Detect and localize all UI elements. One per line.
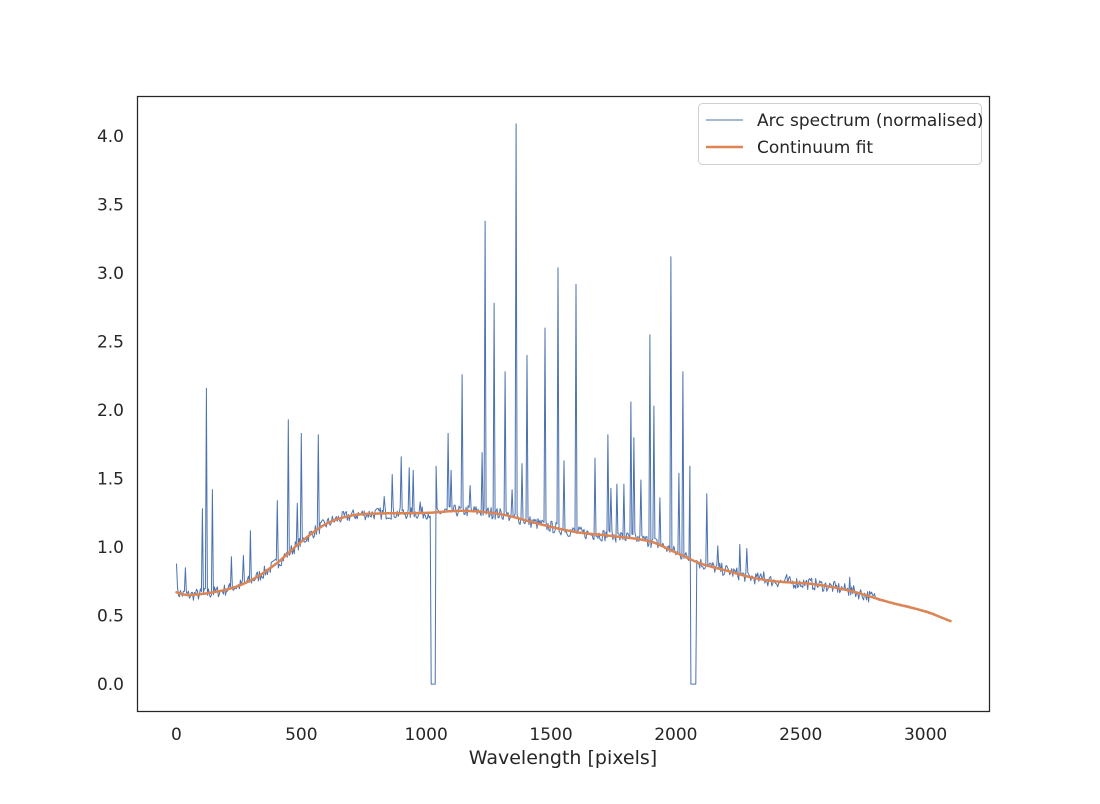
- y-tick-labels: 0.0 0.5 1.0 1.5 2.0 2.5 3.0 3.5 4.0: [97, 127, 124, 695]
- y-tick-label: 3.0: [97, 264, 124, 284]
- x-tick-label: 0: [171, 725, 182, 745]
- y-tick-label: 4.0: [97, 127, 124, 147]
- legend: Arc spectrum (normalised) Continuum fit: [698, 103, 984, 165]
- y-tick-label: 1.0: [97, 538, 124, 558]
- y-tick-label: 0.0: [97, 675, 124, 695]
- axes-frame: [136, 95, 991, 713]
- x-tick-label: 3000: [904, 725, 947, 745]
- y-tick-label: 1.5: [97, 470, 124, 490]
- plot-area: [175, 123, 952, 685]
- x-tick-label: 1500: [529, 725, 572, 745]
- arc-spectrum-line: [176, 123, 951, 685]
- legend-label-continuum-fit: Continuum fit: [757, 138, 873, 158]
- y-tick-label: 2.5: [97, 333, 124, 353]
- y-tick-label: 3.5: [97, 196, 124, 216]
- x-tick-label: 2000: [654, 725, 697, 745]
- x-tick-labels: 0 500 1000 1500 2000 2500 3000: [171, 725, 947, 745]
- legend-label-arc-spectrum: Arc spectrum (normalised): [757, 111, 984, 131]
- y-tick-label: 0.5: [97, 607, 124, 627]
- continuum-fit-line: [175, 509, 952, 623]
- x-axis-label: Wavelength [pixels]: [469, 747, 657, 769]
- legend-box: [698, 103, 982, 165]
- y-tick-label: 2.0: [97, 401, 124, 421]
- x-tick-label: 500: [285, 725, 317, 745]
- x-tick-label: 2500: [779, 725, 822, 745]
- x-tick-label: 1000: [405, 725, 448, 745]
